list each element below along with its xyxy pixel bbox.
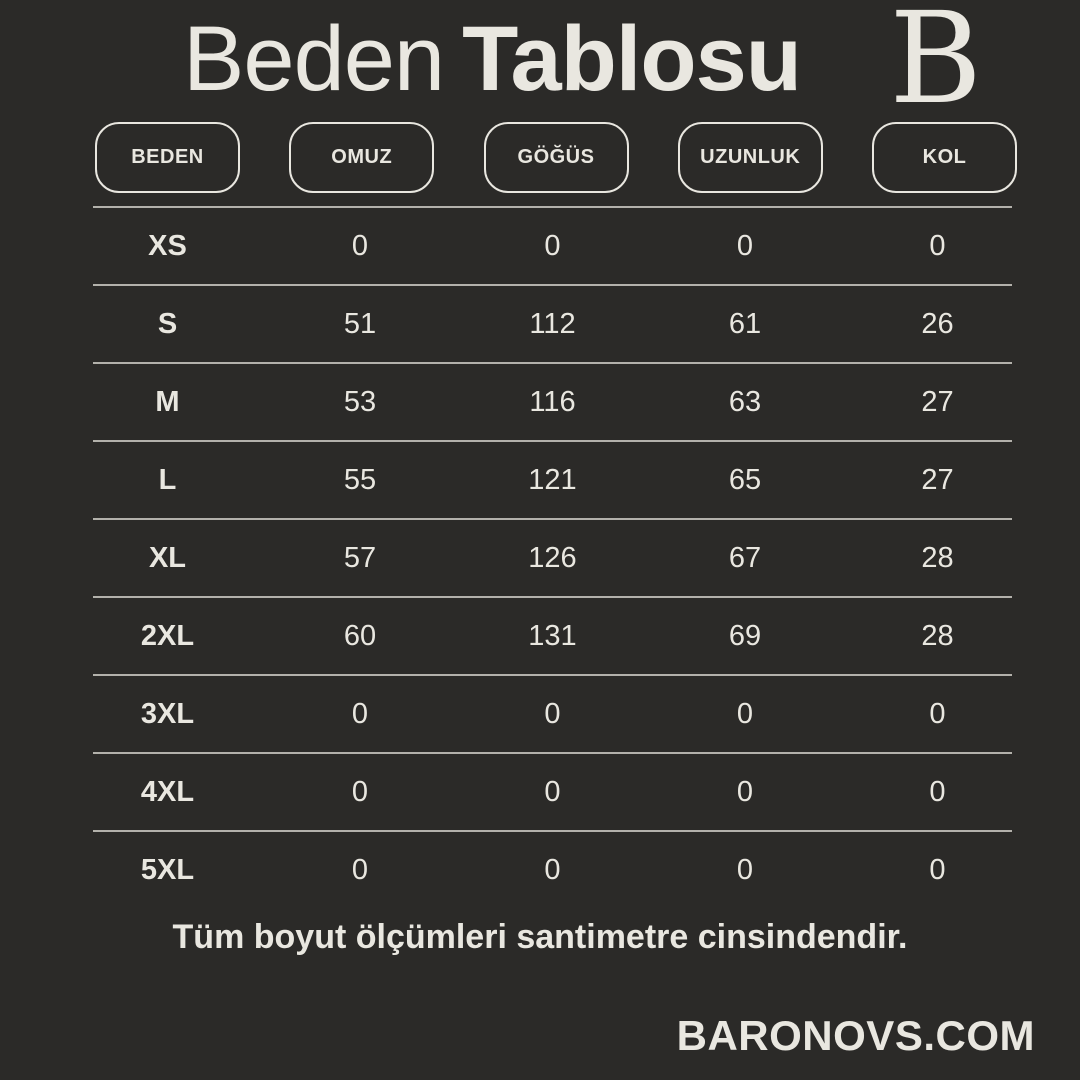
size-label: XS <box>148 229 187 262</box>
measurement-value: 60 <box>343 619 377 652</box>
size-label: 5XL <box>140 853 195 886</box>
measurement-value: 0 <box>929 229 946 262</box>
measurement-value: 28 <box>921 619 954 652</box>
table-row: 3XL 0 0 0 0 <box>93 676 1012 754</box>
measurement-value: 0 <box>351 853 369 886</box>
column-header-pill: KOL <box>872 122 1017 193</box>
size-label: 2XL <box>140 619 195 652</box>
size-label: M <box>155 385 180 418</box>
measurement-value: 0 <box>544 697 561 730</box>
unit-note: Tüm boyut ölçümleri santimetre cinsinden… <box>172 918 908 956</box>
measurement-value: 0 <box>351 697 369 730</box>
table-row: 2XL 60 131 69 28 <box>93 598 1012 676</box>
column-header-pill: UZUNLUK <box>677 122 823 193</box>
measurement-value: 57 <box>343 541 377 574</box>
measurement-value: 0 <box>736 229 754 262</box>
size-label: S <box>157 307 178 340</box>
measurement-value: 121 <box>528 463 577 496</box>
column-header-pill: GÖĞÜS <box>483 122 629 193</box>
measurement-value: 51 <box>343 307 377 340</box>
measurement-value: 0 <box>736 775 754 808</box>
measurement-value: 0 <box>351 229 369 262</box>
table-row: M 53 116 63 27 <box>93 364 1012 442</box>
table-row: XS 0 0 0 0 <box>93 208 1012 286</box>
measurement-value: 26 <box>921 307 954 340</box>
measurement-value: 131 <box>528 619 577 652</box>
measurement-value: 0 <box>351 775 369 808</box>
measurement-value: 0 <box>544 229 561 262</box>
column-header-row: BEDEN OMUZ GÖĞÜS UZUNLUK KOL <box>95 122 1017 193</box>
measurement-value: 27 <box>921 385 954 418</box>
measurement-value: 55 <box>343 463 377 496</box>
table-row: 5XL 0 0 0 0 <box>93 832 1012 908</box>
size-label: 3XL <box>140 697 195 730</box>
size-label: XL <box>148 541 187 574</box>
website-text: BARONOVS.COM <box>676 1012 1035 1059</box>
title-word-tablosu: Tablosu <box>462 8 802 110</box>
column-header-pill: OMUZ <box>289 122 435 193</box>
measurement-value: 61 <box>728 307 762 340</box>
table-row: L 55 121 65 27 <box>93 442 1012 520</box>
measurement-value: 27 <box>921 463 954 496</box>
size-label: 4XL <box>140 775 195 808</box>
measurement-value: 116 <box>529 385 576 418</box>
measurement-value: 69 <box>728 619 762 652</box>
column-header-pill: BEDEN <box>95 122 240 193</box>
measurement-value: 28 <box>921 541 954 574</box>
size-table: XS 0 0 0 0 S 51 112 61 26 M 53 116 63 27 L 55 121 65 27 XL 57… <box>93 206 1012 908</box>
title-word-beden: Beden <box>183 8 445 110</box>
measurement-value: 0 <box>736 697 754 730</box>
measurement-value: 0 <box>929 697 946 730</box>
table-row: S 51 112 61 26 <box>93 286 1012 364</box>
measurement-value: 65 <box>728 463 762 496</box>
measurement-value: 53 <box>343 385 377 418</box>
brand-logo-letter: B <box>889 0 982 132</box>
measurement-value: 63 <box>728 385 762 418</box>
measurement-value: 67 <box>728 541 762 574</box>
measurement-value: 0 <box>544 853 561 886</box>
measurement-value: 0 <box>929 853 946 886</box>
table-row: XL 57 126 67 28 <box>93 520 1012 598</box>
measurement-value: 0 <box>929 775 946 808</box>
page-title: Beden Tablosu <box>0 4 1080 114</box>
measurement-value: 112 <box>529 307 576 340</box>
measurement-value: 0 <box>736 853 754 886</box>
table-row: 4XL 0 0 0 0 <box>93 754 1012 832</box>
measurement-value: 126 <box>528 541 577 574</box>
size-label: L <box>158 463 177 496</box>
measurement-value: 0 <box>544 775 561 808</box>
